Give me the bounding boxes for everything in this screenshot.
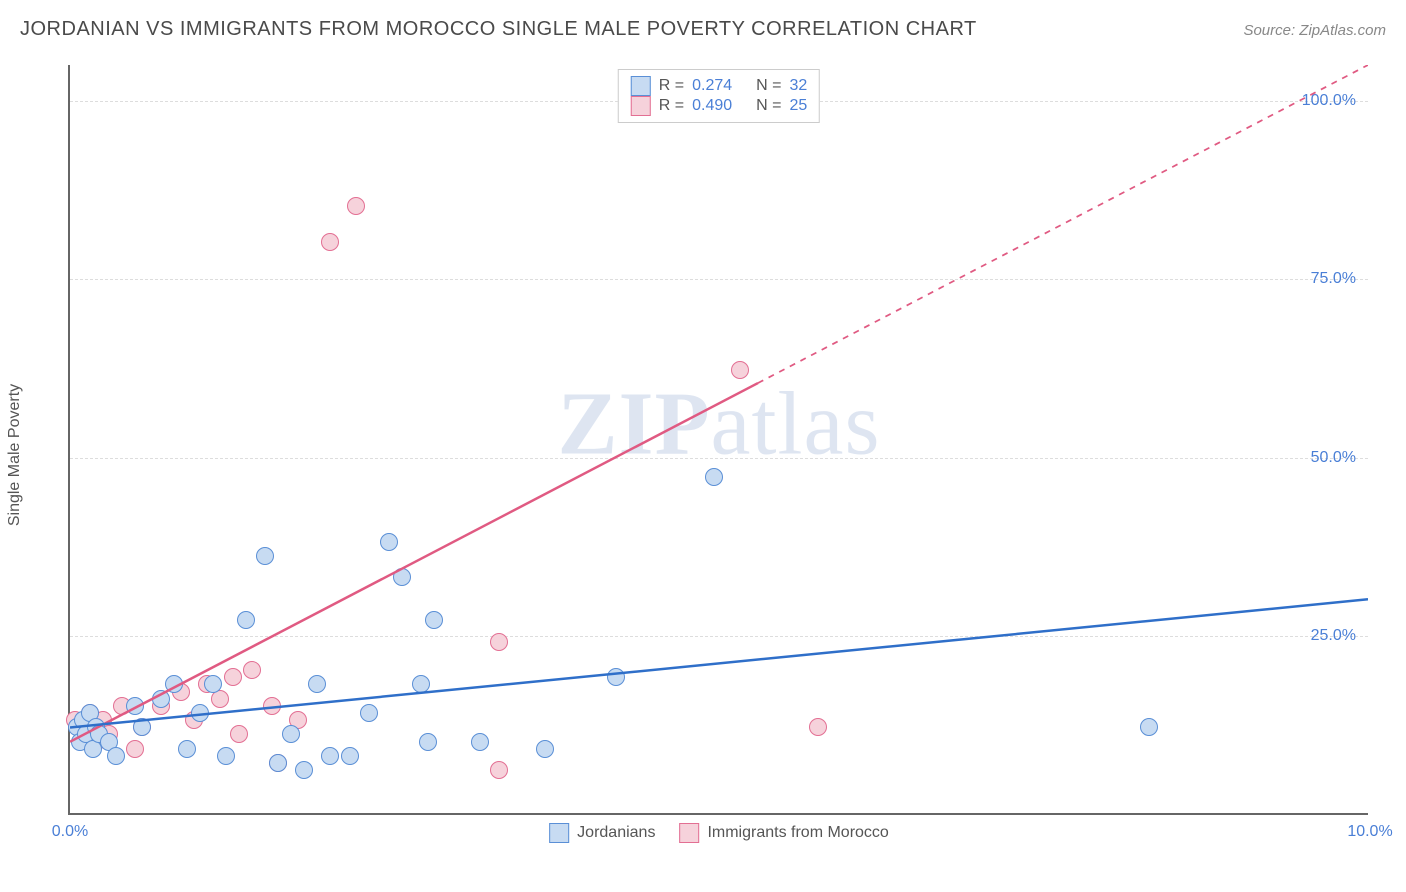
watermark: ZIPatlas [558,373,881,476]
series-b-point [490,761,508,779]
y-tick-label: 100.0% [1302,92,1356,110]
series-a-point [178,740,196,758]
series-b-point [321,233,339,251]
series-a-point [269,754,287,772]
legend-swatch [631,76,651,96]
r-label: R = [659,97,684,115]
series-a-point [295,761,313,779]
series-legend-item: Immigrants from Morocco [679,823,888,843]
series-a-point [282,725,300,743]
legend-swatch [631,96,651,116]
series-a-point [256,547,274,565]
series-label: Jordanians [577,824,655,842]
x-tick-label: 10.0% [1347,823,1392,841]
series-legend-item: Jordanians [549,823,655,843]
series-b-point [243,661,261,679]
n-value: 25 [789,97,807,115]
series-b-point [126,740,144,758]
y-tick-label: 25.0% [1311,627,1356,645]
series-b-point [809,718,827,736]
series-a-point [204,675,222,693]
series-a-point [165,675,183,693]
series-a-point [419,733,437,751]
r-value: 0.274 [692,77,748,95]
stats-legend: R = 0.274 N = 32 R = 0.490 N = 25 [618,69,820,123]
gridline-h [70,279,1368,280]
r-value: 0.490 [692,97,748,115]
r-label: R = [659,77,684,95]
series-a-point [133,718,151,736]
series-a-point [1140,718,1158,736]
gridline-h [70,636,1368,637]
series-legend: Jordanians Immigrants from Morocco [539,823,899,843]
chart-title: JORDANIAN VS IMMIGRANTS FROM MOROCCO SIN… [20,18,977,41]
series-b-point [230,725,248,743]
series-a-point [341,747,359,765]
y-axis-label: Single Male Poverty [6,384,24,526]
series-a-point [217,747,235,765]
series-a-point [412,675,430,693]
x-tick-label: 0.0% [52,823,88,841]
series-a-point [393,568,411,586]
series-a-point [237,611,255,629]
series-a-point [107,747,125,765]
series-a-point [360,704,378,722]
legend-swatch [549,823,569,843]
plot-area: ZIPatlas R =0.274N =32R =0.490N =25 Jord… [68,65,1368,815]
series-a-point [380,533,398,551]
chart-container: Single Male Poverty ZIPatlas R =0.274N =… [20,55,1386,855]
legend-swatch [679,823,699,843]
series-a-point [321,747,339,765]
series-a-point [607,668,625,686]
y-tick-label: 50.0% [1311,449,1356,467]
series-label: Immigrants from Morocco [707,824,888,842]
series-a-point [126,697,144,715]
series-b-point [263,697,281,715]
stats-legend-row: R = 0.274 N = 32 [631,76,807,96]
series-a-point [191,704,209,722]
series-a-point [152,690,170,708]
source-attribution: Source: ZipAtlas.com [1243,22,1386,39]
series-a-point [425,611,443,629]
gridline-h [70,458,1368,459]
series-b-point [490,633,508,651]
series-b-point [224,668,242,686]
series-a-point [308,675,326,693]
series-b-point [347,197,365,215]
stats-legend-row: R = 0.490 N = 25 [631,96,807,116]
n-label: N = [756,77,781,95]
n-label: N = [756,97,781,115]
series-a-point [471,733,489,751]
series-a-point [536,740,554,758]
y-tick-label: 75.0% [1311,270,1356,288]
series-a-point [705,468,723,486]
series-b-point [731,361,749,379]
n-value: 32 [789,77,807,95]
